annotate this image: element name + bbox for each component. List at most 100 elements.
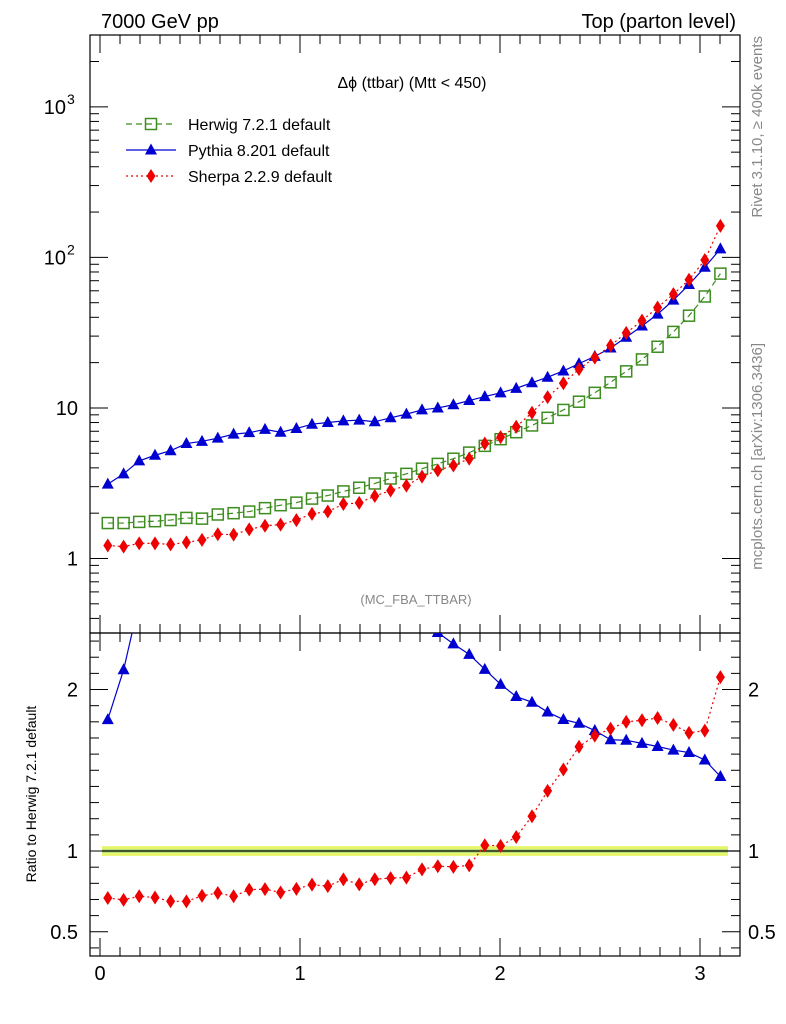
y-tick-label-ratio-right: 1 bbox=[748, 841, 759, 863]
ratio-point-2 bbox=[323, 879, 333, 894]
ratio-point-2 bbox=[134, 889, 144, 904]
ratio-point-1 bbox=[259, 468, 271, 479]
series-point-1 bbox=[431, 401, 444, 413]
series-point-2 bbox=[653, 300, 663, 315]
ratio-point-1 bbox=[463, 647, 476, 659]
series-point-0 bbox=[667, 325, 680, 339]
series-point-2 bbox=[119, 539, 129, 554]
rivet-label: Rivet 3.1.10, ≥ 400k events bbox=[749, 36, 766, 218]
ratio-point-2 bbox=[700, 723, 710, 738]
ratio-point-1 bbox=[683, 746, 695, 758]
series-point-0 bbox=[619, 365, 633, 378]
ratio-point-2 bbox=[276, 885, 286, 900]
series-point-2 bbox=[323, 504, 333, 519]
ratio-point-1 bbox=[494, 677, 507, 689]
ratio-point-1 bbox=[604, 733, 617, 745]
series-point-1 bbox=[353, 413, 366, 425]
y-tick-label-exp: 3 bbox=[67, 91, 75, 107]
series-point-1 bbox=[384, 411, 397, 423]
series-point-0 bbox=[337, 485, 350, 498]
ratio-line-2 bbox=[107, 676, 721, 902]
series-point-0 bbox=[180, 511, 193, 525]
series-point-2 bbox=[181, 535, 191, 550]
series-point-1 bbox=[321, 416, 334, 428]
series-point-2 bbox=[668, 287, 678, 302]
series-point-2 bbox=[574, 362, 584, 377]
legend-label-2: Sherpa 2.2.9 default bbox=[188, 169, 333, 186]
ratio-point-2 bbox=[291, 881, 301, 896]
series-point-1 bbox=[149, 448, 161, 460]
series-point-2 bbox=[401, 478, 411, 493]
series-point-2 bbox=[260, 518, 270, 533]
series-point-0 bbox=[698, 290, 712, 303]
ratio-point-2 bbox=[637, 713, 647, 728]
series-point-2 bbox=[307, 506, 317, 521]
ratio-point-2 bbox=[621, 714, 631, 729]
series-point-1 bbox=[243, 426, 256, 438]
mcplots-label: mcplots.cern.ch [arXiv:1306.3436] bbox=[749, 343, 766, 570]
ratio-point-2 bbox=[229, 889, 239, 904]
series-point-1 bbox=[164, 444, 177, 456]
series-point-2 bbox=[464, 451, 474, 466]
series-point-1 bbox=[400, 407, 413, 419]
series-point-1 bbox=[133, 454, 146, 466]
series-point-1 bbox=[337, 414, 350, 426]
ratio-point-1 bbox=[149, 563, 161, 574]
ratio-point-1 bbox=[228, 465, 240, 476]
y-tick-label-main: 10 bbox=[44, 97, 66, 119]
series-point-2 bbox=[134, 536, 144, 551]
ratio-point-1 bbox=[510, 690, 523, 702]
series-point-0 bbox=[714, 267, 727, 280]
ratio-panel-frame bbox=[89, 632, 741, 957]
series-point-2 bbox=[417, 469, 427, 484]
series-point-0 bbox=[305, 492, 319, 505]
x-tick-label: 0 bbox=[94, 963, 105, 985]
ratio-point-1 bbox=[416, 609, 428, 620]
ratio-point-1 bbox=[353, 552, 365, 563]
series-point-2 bbox=[150, 536, 160, 551]
ratio-point-1 bbox=[133, 595, 145, 606]
legend: Herwig 7.2.1 default Pythia 8.201 default… bbox=[126, 117, 333, 186]
ratio-point-1 bbox=[526, 695, 538, 707]
ratio-point-2 bbox=[653, 711, 663, 726]
series-point-0 bbox=[148, 514, 162, 528]
ratio-point-1 bbox=[447, 637, 460, 649]
ratio-ylabel: Ratio to Herwig 7.2.1 default bbox=[23, 706, 39, 883]
ratio-point-1 bbox=[714, 769, 727, 781]
series-point-0 bbox=[525, 419, 539, 432]
series-point-2 bbox=[511, 419, 521, 434]
series-point-2 bbox=[480, 436, 490, 451]
ratio-point-2 bbox=[119, 892, 129, 907]
series-point-1 bbox=[368, 415, 381, 427]
ratio-point-1 bbox=[573, 716, 585, 728]
ratio-point-2 bbox=[464, 858, 474, 873]
ratio-point-2 bbox=[307, 877, 317, 892]
plot-title: Δϕ (ttbar) (Mtt < 450) bbox=[337, 75, 486, 92]
series-point-0 bbox=[541, 411, 554, 425]
ratio-point-2 bbox=[338, 872, 348, 887]
y-tick-label-ratio-right: 0.5 bbox=[748, 922, 776, 944]
ratio-point-2 bbox=[150, 890, 160, 905]
ratio-point-2 bbox=[433, 859, 443, 874]
series-point-2 bbox=[700, 253, 710, 268]
ratio-point-2 bbox=[260, 882, 270, 897]
ratio-point-2 bbox=[606, 721, 616, 736]
y-tick-label-ratio: 2 bbox=[67, 680, 78, 702]
series-point-1 bbox=[463, 394, 476, 406]
legend-marker-2 bbox=[146, 169, 156, 183]
legend-label-0: Herwig 7.2.1 default bbox=[188, 117, 331, 134]
series-point-1 bbox=[101, 477, 114, 489]
ratio-point-1 bbox=[620, 733, 633, 745]
ratio-point-2 bbox=[574, 739, 584, 754]
legend-label-1: Pythia 8.201 default bbox=[188, 143, 330, 160]
series-point-1 bbox=[478, 390, 491, 402]
series-point-0 bbox=[117, 516, 130, 530]
series-point-2 bbox=[543, 390, 553, 405]
series-point-2 bbox=[244, 522, 254, 537]
y-tick-label-main: 1 bbox=[67, 548, 78, 570]
ratio-point-1 bbox=[196, 479, 208, 490]
series-point-2 bbox=[338, 497, 348, 512]
series-point-1 bbox=[180, 437, 193, 449]
ratio-point-2 bbox=[543, 783, 553, 798]
ratio-point-2 bbox=[511, 829, 521, 844]
